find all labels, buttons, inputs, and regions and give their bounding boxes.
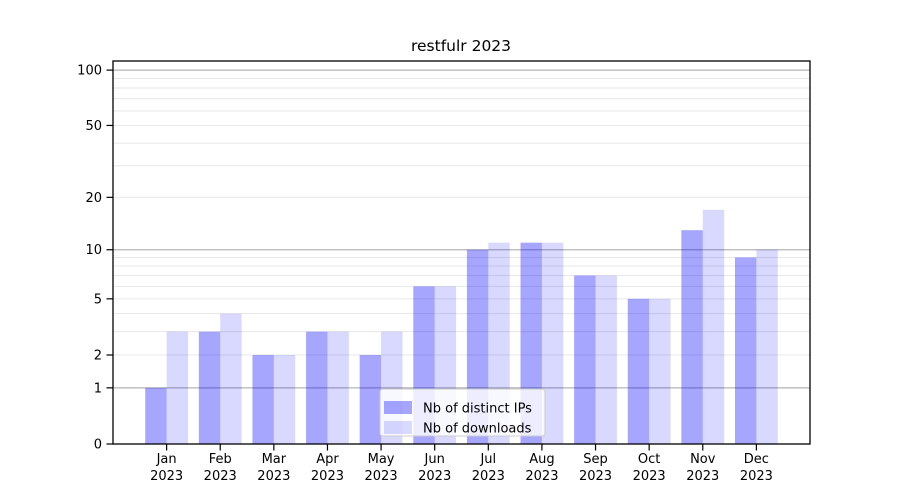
x-tick-label-month: May [368, 452, 395, 467]
y-tick-label: 5 [94, 292, 102, 307]
x-tick-label-month: Jun [424, 452, 445, 467]
bar-downloads-sep [595, 275, 617, 444]
x-tick-label-month: Oct [638, 452, 660, 467]
x-tick-label-year: 2023 [472, 469, 505, 484]
y-tick-label: 1 [94, 381, 102, 396]
x-tick-label-month: Sep [583, 452, 608, 467]
bar-distinct-ips-jan [145, 387, 167, 444]
x-tick-label-year: 2023 [740, 469, 773, 484]
x-tick-label-year: 2023 [579, 469, 612, 484]
bar-distinct-ips-apr [306, 331, 328, 444]
x-tick-label-year: 2023 [633, 469, 666, 484]
bar-downloads-mar [273, 354, 296, 444]
bar-downloads-oct [649, 298, 671, 444]
plot-border [112, 60, 811, 445]
x-tick-label-year: 2023 [204, 469, 237, 484]
x-tick-label-year: 2023 [365, 469, 398, 484]
y-tick-label: 10 [85, 243, 102, 258]
x-tick-label-month: Dec [744, 452, 769, 467]
bar-downloads-nov [702, 209, 725, 444]
bar-distinct-ips-nov [681, 230, 703, 444]
x-tick-label-year: 2023 [418, 469, 451, 484]
x-tick-label-year: 2023 [257, 469, 290, 484]
bar-distinct-ips-feb [198, 331, 221, 444]
legend-label-downloads: Nb of downloads [423, 422, 532, 437]
y-tick-label: 20 [85, 191, 102, 206]
x-tick-label-month: Jul [479, 452, 496, 467]
x-tick-label-month: Nov [690, 452, 716, 467]
chart-title: restfulr 2023 [411, 37, 511, 55]
x-tick-label-month: Mar [262, 452, 287, 467]
bar-downloads-jan [166, 331, 189, 444]
bar-distinct-ips-mar [252, 354, 274, 444]
y-tick-label: 0 [94, 438, 102, 453]
bar-downloads-dec [756, 249, 778, 444]
legend-swatch-distinct-ips [384, 401, 412, 414]
x-tick-label-year: 2023 [525, 469, 558, 484]
y-tick-label: 50 [85, 119, 102, 134]
x-tick-label-year: 2023 [311, 469, 344, 484]
bar-distinct-ips-sep [574, 275, 596, 444]
bar-distinct-ips-oct [627, 298, 650, 444]
bar-downloads-feb [220, 313, 242, 444]
bar-downloads-aug [541, 242, 564, 444]
y-tick-label: 100 [77, 64, 102, 79]
legend-label-distinct-ips: Nb of distinct IPs [423, 402, 532, 417]
x-tick-label-month: Feb [209, 452, 232, 467]
x-tick-label-year: 2023 [686, 469, 719, 484]
x-tick-label-month: Aug [529, 452, 554, 467]
bar-distinct-ips-may [359, 354, 382, 444]
x-tick-label-month: Jan [156, 452, 177, 467]
legend-swatch-downloads [384, 421, 412, 434]
x-tick-label-year: 2023 [150, 469, 183, 484]
x-tick-label-month: Apr [316, 452, 339, 467]
legend-box [379, 388, 546, 437]
bar-distinct-ips-dec [734, 257, 757, 444]
bar-downloads-apr [327, 331, 349, 444]
y-tick-label: 2 [94, 348, 102, 363]
